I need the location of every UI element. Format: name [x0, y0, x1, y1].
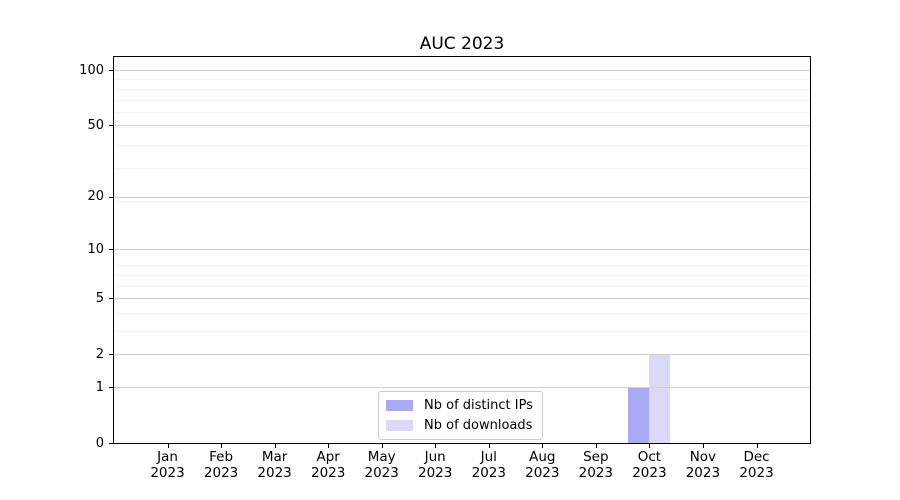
legend-swatch-nb-of-distinct-ips [386, 400, 413, 411]
gridline-minor-69 [114, 99, 810, 101]
y-tick-label-50: 50 [87, 117, 104, 133]
x-tick-year: 2023 [150, 465, 185, 481]
x-tick-year: 2023 [525, 465, 560, 481]
x-tick-mark-feb [221, 444, 223, 448]
y-tick-label-10: 10 [87, 241, 104, 257]
x-tick-year: 2023 [203, 465, 239, 481]
x-tick-label-jul: Jul 2023 [457, 449, 521, 481]
x-tick-label-aug: Aug 2023 [510, 449, 574, 481]
x-tick-label-oct: Oct 2023 [617, 449, 681, 481]
y-tick-label-2: 2 [95, 346, 104, 362]
bar-nb-of-downloads-oct [649, 354, 671, 443]
chart-title: AUC 2023 [419, 34, 505, 54]
gridline-minor-79 [114, 88, 810, 90]
gridline-minor-49 [114, 126, 810, 128]
x-tick-month: Feb [209, 449, 234, 465]
x-tick-year: 2023 [257, 465, 292, 481]
x-tick-mark-mar [274, 444, 276, 448]
x-tick-mark-jan [167, 444, 169, 448]
gridline-minor-6 [114, 285, 810, 287]
x-tick-mark-aug [542, 444, 544, 448]
x-tick-year: 2023 [471, 465, 506, 481]
x-tick-mark-oct [649, 444, 651, 448]
x-tick-year: 2023 [364, 465, 399, 481]
y-tick-label-100: 100 [79, 62, 104, 78]
x-tick-mark-jul [488, 444, 490, 448]
legend: Nb of distinct IPs Nb of downloads [378, 391, 543, 440]
gridline-minor-39 [114, 144, 810, 146]
x-tick-month: Apr [316, 449, 340, 465]
gridline-minor-3 [114, 331, 810, 332]
x-tick-label-may: May 2023 [350, 449, 414, 481]
x-tick-label-apr: Apr 2023 [296, 449, 360, 481]
gridline-major-1 [114, 387, 810, 388]
gridline-major-20 [114, 196, 810, 198]
x-tick-mark-jun [435, 444, 437, 448]
x-tick-month: Jul [480, 449, 497, 465]
y-tick-label-20: 20 [87, 189, 104, 205]
x-tick-mark-dec [756, 444, 758, 448]
x-tick-year: 2023 [685, 465, 721, 481]
x-tick-label-sep: Sep 2023 [564, 449, 628, 481]
x-tick-month: Nov [689, 449, 717, 465]
x-tick-year: 2023 [739, 465, 774, 481]
x-tick-label-feb: Feb 2023 [189, 449, 253, 481]
gridline-major-100 [114, 70, 810, 71]
x-tick-label-jan: Jan 2023 [136, 449, 200, 481]
gridline-major-2 [114, 354, 810, 356]
legend-label-nb-of-distinct-ips: Nb of distinct IPs [424, 398, 533, 413]
x-tick-label-jun: Jun 2023 [403, 449, 467, 481]
legend-swatch-nb-of-downloads [386, 420, 413, 431]
gridline-minor-7 [114, 274, 810, 276]
legend-label-nb-of-downloads: Nb of downloads [424, 418, 533, 433]
x-tick-mark-apr [328, 444, 330, 448]
x-tick-label-dec: Dec 2023 [725, 449, 789, 481]
gridline-major-10 [114, 249, 810, 251]
x-tick-month: Mar [261, 449, 288, 465]
gridline-minor-19 [114, 200, 810, 202]
x-tick-label-nov: Nov 2023 [671, 449, 735, 481]
x-tick-month: Dec [743, 449, 770, 465]
gridline-minor-4 [114, 312, 810, 314]
x-tick-label-mar: Mar 2023 [243, 449, 307, 481]
legend-item-nb-of-downloads: Nb of downloads [386, 418, 533, 433]
y-tick-label-1: 1 [95, 379, 104, 395]
x-tick-month: Aug [529, 449, 556, 465]
gridline-minor-8 [114, 265, 810, 267]
x-tick-year: 2023 [418, 465, 453, 481]
gridline-minor-89 [114, 79, 810, 81]
y-tick-label-5: 5 [95, 290, 104, 306]
gridline-minor-29 [114, 168, 810, 170]
gridline-minor-59 [114, 112, 810, 114]
x-tick-year: 2023 [311, 465, 346, 481]
bar-nb-of-distinct-ips-oct [628, 387, 650, 443]
y-tick-label-0: 0 [95, 435, 104, 451]
x-tick-month: Oct [637, 449, 662, 465]
x-tick-year: 2023 [578, 465, 613, 481]
x-tick-year: 2023 [632, 465, 667, 481]
gridline-major-5 [114, 298, 810, 300]
x-tick-month: Jun [424, 449, 446, 465]
plot-area: Nb of distinct IPs Nb of downloads [113, 56, 811, 444]
legend-item-nb-of-distinct-ips: Nb of distinct IPs [386, 398, 533, 413]
x-tick-mark-may [381, 444, 383, 448]
x-tick-month: Jan [157, 449, 178, 465]
gridline-major-50 [114, 125, 810, 127]
x-tick-month: Sep [583, 449, 609, 465]
x-tick-mark-sep [595, 444, 597, 448]
x-tick-mark-nov [702, 444, 704, 448]
x-tick-month: May [367, 449, 396, 465]
